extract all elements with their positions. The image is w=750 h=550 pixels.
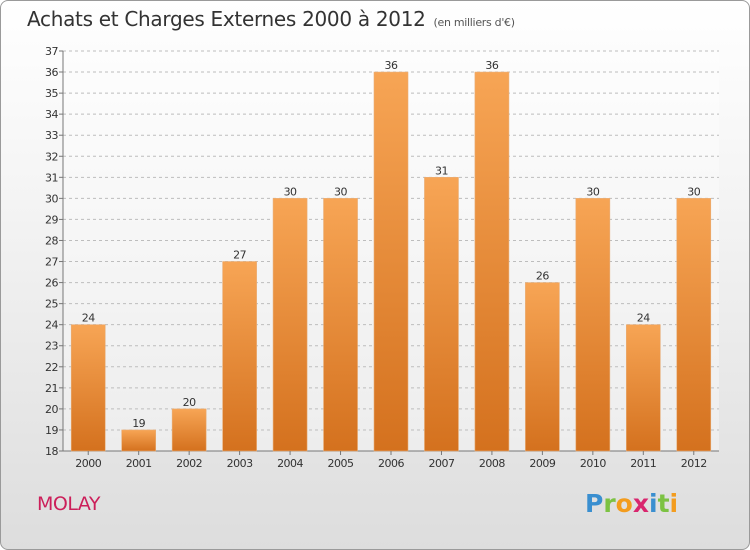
y-tick-label: 28 (45, 234, 58, 247)
y-tick-label: 20 (45, 403, 58, 416)
logo-letter: r (603, 489, 616, 518)
bar (121, 429, 156, 452)
bar (424, 177, 459, 452)
x-tick-label: 2005 (328, 457, 354, 470)
bar-value-label: 24 (82, 312, 95, 325)
logo-letter: t (657, 489, 670, 518)
x-tick-label: 2003 (227, 457, 253, 470)
y-tick-label: 26 (45, 277, 58, 290)
y-tick-label: 30 (45, 192, 58, 205)
y-tick-label: 34 (45, 108, 58, 121)
y-tick-label: 19 (45, 424, 58, 437)
y-tick-label: 32 (45, 150, 58, 163)
x-tick-label: 2000 (75, 457, 101, 470)
bar (171, 408, 207, 452)
bar-value-label: 19 (132, 417, 145, 430)
logo-letter: i (649, 489, 658, 518)
y-tick-label: 36 (45, 66, 58, 79)
x-tick-label: 2007 (428, 457, 454, 470)
x-tick-label: 2001 (126, 457, 152, 470)
logo-letter: P (585, 489, 604, 518)
bar (474, 71, 510, 452)
y-tick-label: 35 (45, 87, 58, 100)
bar-value-label: 31 (435, 164, 448, 177)
bar-value-label: 27 (233, 249, 246, 262)
chart-title-text: Achats et Charges Externes 2000 à 2012 (27, 7, 426, 31)
bar-value-label: 30 (586, 185, 599, 198)
bar (626, 324, 661, 452)
bar (676, 198, 712, 452)
x-tick-label: 2009 (529, 457, 555, 470)
x-tick-label: 2012 (681, 457, 707, 470)
bar (323, 198, 358, 452)
chart-title: Achats et Charges Externes 2000 à 2012 (e… (27, 7, 515, 31)
bar (272, 198, 308, 452)
bar (525, 282, 560, 452)
town-name: MOLAY (37, 493, 101, 515)
bar (575, 198, 611, 452)
bar-value-label: 24 (637, 312, 650, 325)
x-tick-label: 2004 (277, 457, 303, 470)
x-tick-label: 2002 (176, 457, 202, 470)
bar (373, 71, 409, 452)
y-tick-label: 37 (45, 45, 58, 58)
logo-letter: o (615, 489, 633, 518)
bar-value-label: 36 (385, 59, 398, 72)
bar-value-label: 26 (536, 270, 549, 283)
bar (70, 324, 106, 452)
y-tick-label: 18 (45, 445, 58, 458)
y-tick-label: 24 (45, 319, 58, 332)
x-tick-label: 2011 (630, 457, 656, 470)
y-tick-label: 33 (45, 129, 58, 142)
logo-letter: i (669, 489, 679, 518)
y-tick-label: 21 (45, 382, 58, 395)
bar-value-label: 20 (183, 396, 196, 409)
x-tick-label: 2008 (479, 457, 505, 470)
x-tick-label: 2010 (580, 457, 606, 470)
y-tick-label: 22 (45, 361, 58, 374)
bar-value-label: 36 (485, 59, 498, 72)
y-tick-label: 29 (45, 213, 58, 226)
y-tick-label: 23 (45, 340, 58, 353)
x-tick-label: 2006 (378, 457, 404, 470)
bar (222, 261, 257, 452)
chart-unit: (en milliers d'€) (433, 16, 515, 29)
bar-value-label: 30 (334, 185, 347, 198)
y-tick-label: 31 (45, 171, 58, 184)
y-tick-label: 25 (45, 298, 58, 311)
logo-letter: x (632, 489, 649, 518)
y-tick-label: 27 (45, 256, 58, 269)
bar-value-label: 30 (284, 185, 297, 198)
proxiti-logo[interactable]: Proxiti (585, 489, 678, 518)
bar-value-label: 30 (687, 185, 700, 198)
